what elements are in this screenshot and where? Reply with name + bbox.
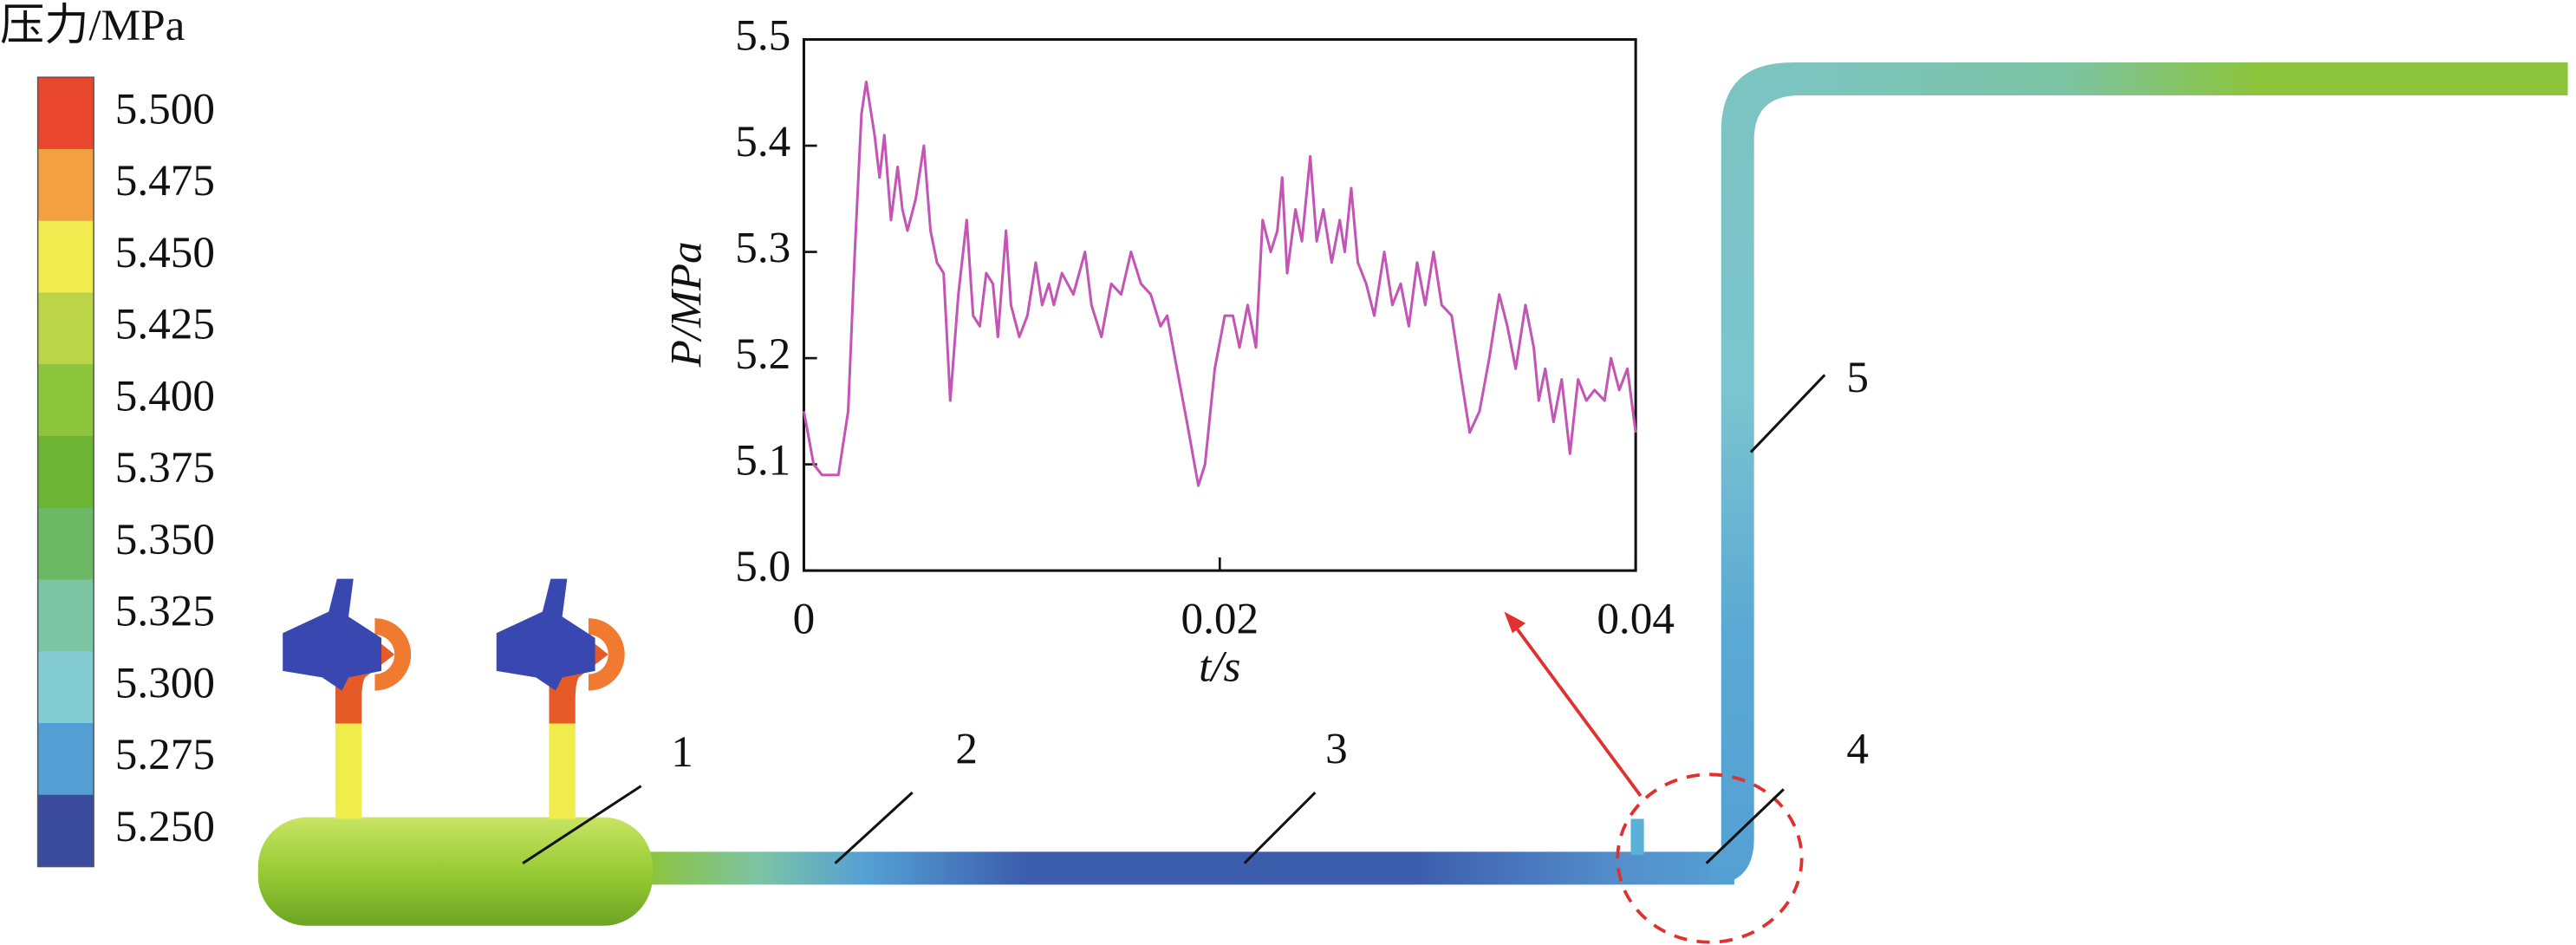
colorbar-band	[37, 794, 94, 868]
colorbar-band	[37, 292, 94, 365]
x-tick-label: 0.02	[1181, 595, 1259, 644]
colorbar-label: 5.425	[115, 300, 215, 349]
compressor-head	[588, 618, 625, 691]
leader-line	[1749, 374, 1826, 453]
colorbar-band	[37, 507, 94, 581]
highlight-circle	[1616, 772, 1804, 944]
compressor-stem	[335, 723, 362, 819]
colorbar-label: 5.275	[115, 730, 215, 779]
y-tick-label: 5.5	[735, 10, 790, 60]
pipe-riser	[1709, 62, 2568, 885]
compressor-stem	[549, 723, 576, 819]
leader-line	[522, 785, 642, 865]
colorbar-label: 5.500	[115, 84, 215, 134]
y-tick-label: 5.0	[735, 542, 790, 591]
part-label: 4	[1846, 724, 1869, 773]
colorbar-label: 5.250	[115, 802, 215, 851]
x-tick-label: 0	[793, 595, 816, 644]
colorbar-band	[37, 77, 94, 150]
leader-line	[1705, 788, 1785, 864]
pipe-horizontal	[649, 851, 1734, 885]
arrow-shaft	[1512, 623, 1643, 798]
inset-frame	[802, 38, 1637, 572]
y-tick-label: 5.3	[735, 223, 790, 272]
colorbar-band	[37, 220, 94, 294]
buffer-tank	[257, 817, 653, 926]
data-line	[802, 81, 1637, 487]
colorbar-label: 5.375	[115, 443, 215, 492]
colorbar-band	[37, 364, 94, 437]
colorbar-label: 5.300	[115, 658, 215, 707]
arrow-head	[1504, 611, 1526, 634]
y-tick-label: 5.2	[735, 329, 790, 379]
part-label: 3	[1325, 724, 1348, 773]
colorbar-band	[37, 651, 94, 724]
colorbar-label: 5.400	[115, 371, 215, 420]
part-label: 1	[671, 727, 693, 777]
colorbar-label: 5.325	[115, 587, 215, 636]
colorbar-label: 5.450	[115, 228, 215, 277]
compressor-head	[374, 618, 412, 691]
colorbar-band	[37, 435, 94, 509]
colorbar-frame	[36, 76, 94, 868]
x-axis-label: t/s	[1199, 642, 1240, 692]
part-label: 5	[1846, 353, 1869, 402]
leader-lines	[522, 374, 1826, 865]
colorbar-title: 压力/MPa	[0, 1, 185, 50]
y-tick-label: 5.4	[735, 117, 790, 166]
x-tick-label: 0.04	[1597, 595, 1675, 644]
leader-line	[1243, 792, 1317, 864]
pipeline-scene	[257, 62, 2568, 944]
compressor-body	[283, 578, 382, 691]
y-tick-label: 5.1	[735, 435, 790, 485]
compressor-body	[496, 578, 595, 691]
colorbar-band	[37, 723, 94, 796]
leader-line	[834, 792, 914, 864]
pipe-stub	[1630, 818, 1644, 856]
colorbar-label: 5.475	[115, 156, 215, 205]
colorbar-band	[37, 148, 94, 222]
colorbar-label: 5.350	[115, 515, 215, 564]
part-label: 2	[955, 724, 978, 773]
colorbar-band	[37, 579, 94, 652]
y-axis-label: P/MPa	[661, 241, 711, 368]
pipe-top	[1792, 62, 2568, 96]
